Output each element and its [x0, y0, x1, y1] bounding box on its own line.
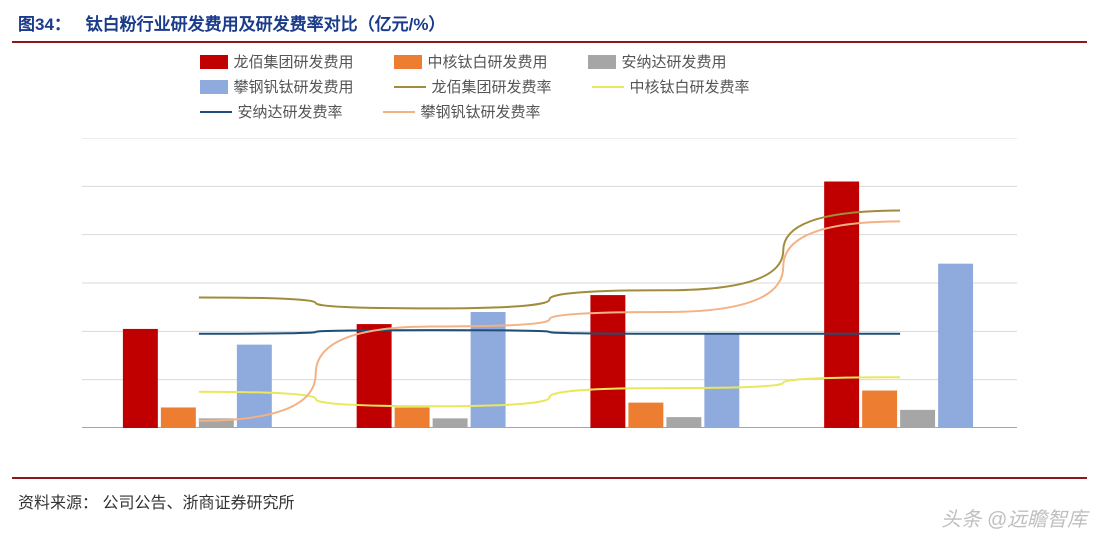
legend-row: 龙佰集团研发费用 中核钛白研发费用 安纳达研发费用	[170, 51, 930, 72]
bar	[704, 334, 739, 428]
bar	[395, 407, 430, 428]
legend-item: 龙佰集团研发费率	[394, 76, 552, 97]
series-line	[199, 221, 900, 420]
source-text: 公司公告、浙商证券研究所	[102, 495, 294, 512]
source-line: 资料来源： 公司公告、浙商证券研究所	[0, 479, 1099, 519]
series-line	[199, 330, 900, 334]
bar	[590, 295, 625, 428]
legend-label: 攀钢钒钛研发费用	[234, 76, 354, 97]
legend-item: 安纳达研发费率	[200, 101, 343, 122]
legend-label: 安纳达研发费率	[238, 101, 343, 122]
bar	[666, 417, 701, 428]
legend-label: 龙佰集团研发费用	[234, 51, 354, 72]
bar	[862, 391, 897, 428]
figure-number: 图34：	[18, 15, 71, 34]
legend-swatch-bar	[200, 55, 228, 69]
bar	[433, 418, 468, 428]
source-label: 资料来源：	[18, 495, 98, 512]
legend-swatch-bar	[200, 80, 228, 94]
bar	[357, 324, 392, 428]
bar	[900, 410, 935, 428]
legend: 龙佰集团研发费用 中核钛白研发费用 安纳达研发费用攀钢钒钛研发费用 龙佰集团研发费率 中…	[170, 51, 930, 126]
legend-swatch-line	[394, 86, 426, 88]
legend-item: 安纳达研发费用	[588, 51, 727, 72]
legend-label: 攀钢钒钛研发费率	[421, 101, 541, 122]
figure-title: 钛白粉行业研发费用及研发费率对比（亿元/%）	[86, 15, 446, 34]
legend-label: 安纳达研发费用	[622, 51, 727, 72]
watermark: 头条 @远瞻智库	[941, 503, 1087, 532]
legend-swatch-line	[383, 111, 415, 113]
plot-area: 龙佰集团研发费用 中核钛白研发费用 安纳达研发费用攀钢钒钛研发费用 龙佰集团研发费率 中…	[12, 43, 1087, 473]
chart-svg: 0246810122%3%4%5%6%2018201920202021	[82, 138, 1017, 428]
legend-row: 攀钢钒钛研发费用 龙佰集团研发费率 中核钛白研发费率	[170, 76, 930, 97]
legend-item: 龙佰集团研发费用	[200, 51, 354, 72]
bar	[824, 182, 859, 429]
legend-item: 攀钢钒钛研发费用	[200, 76, 354, 97]
legend-item: 中核钛白研发费用	[394, 51, 548, 72]
figure-container: 图34： 钛白粉行业研发费用及研发费率对比（亿元/%） 龙佰集团研发费用中核钛白…	[0, 0, 1099, 542]
legend-label: 中核钛白研发费率	[630, 76, 750, 97]
legend-swatch-line	[200, 111, 232, 113]
bar	[161, 407, 196, 428]
legend-label: 龙佰集团研发费率	[432, 76, 552, 97]
figure-title-row: 图34： 钛白粉行业研发费用及研发费率对比（亿元/%）	[0, 0, 1099, 41]
legend-swatch-line	[592, 86, 624, 88]
series-line	[199, 377, 900, 406]
legend-swatch-bar	[394, 55, 422, 69]
bar	[123, 329, 158, 428]
bar	[628, 403, 663, 428]
legend-item: 攀钢钒钛研发费率	[383, 101, 541, 122]
legend-label: 中核钛白研发费用	[428, 51, 548, 72]
bar	[938, 264, 973, 428]
legend-row: 安纳达研发费率 攀钢钒钛研发费率	[170, 101, 930, 122]
series-line	[199, 211, 900, 309]
legend-item: 中核钛白研发费率	[592, 76, 750, 97]
legend-swatch-bar	[588, 55, 616, 69]
